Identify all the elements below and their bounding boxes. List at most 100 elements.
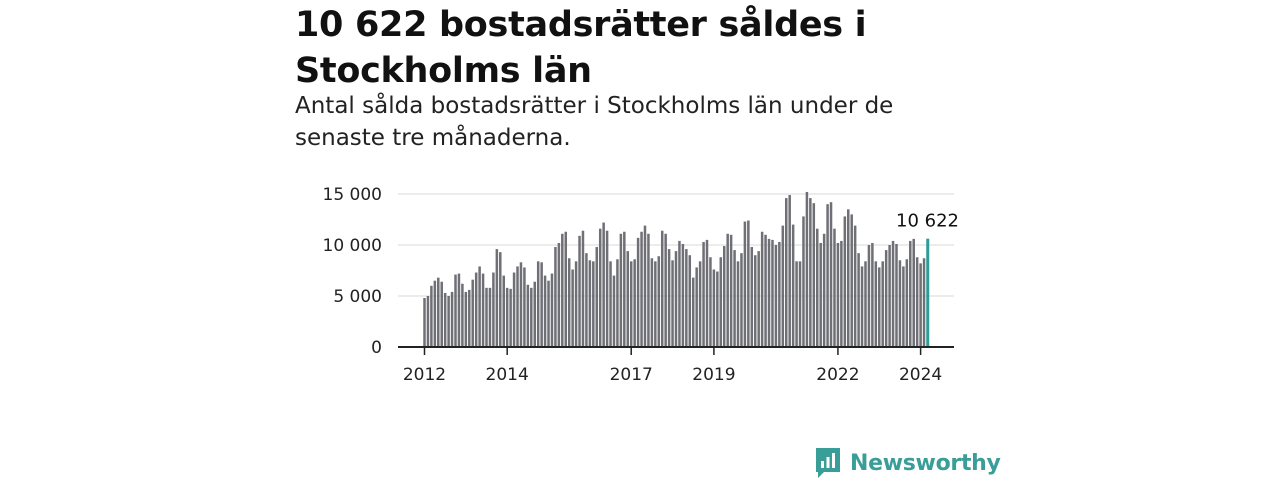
bar: [888, 245, 891, 347]
bar: [788, 195, 791, 347]
bar: [543, 275, 547, 347]
bar: [795, 261, 798, 347]
bar: [636, 237, 640, 347]
bar: [602, 222, 605, 347]
bar: [533, 281, 536, 347]
bar-chart: 2012 2014 2017 2019 2022 2024 0 5 000 10 000 15 …: [323, 185, 959, 385]
bar: [898, 260, 902, 347]
bar: [561, 233, 564, 347]
bar: [440, 281, 443, 347]
bar: [605, 230, 609, 347]
bar: [733, 250, 736, 347]
bar: [585, 253, 588, 347]
bar: [554, 247, 557, 347]
bar: [743, 221, 747, 347]
bar: [678, 240, 681, 347]
bar: [922, 258, 926, 347]
bar: [671, 260, 674, 347]
bar: [437, 277, 440, 347]
bar: [740, 253, 743, 347]
x-axis-ticks: 2012 2014 2017 2019 2022 2024: [403, 347, 942, 385]
bar: [578, 235, 581, 347]
bar: [774, 245, 778, 347]
bar: [702, 241, 705, 347]
bar: [571, 269, 574, 347]
bar: [902, 266, 905, 347]
latest-value-label: 10 622: [896, 211, 959, 232]
bar: [785, 198, 788, 347]
newsworthy-logo-icon: [816, 448, 840, 478]
bar: [729, 234, 733, 347]
bar: [809, 198, 812, 347]
bar: [909, 240, 912, 347]
bar: [650, 258, 654, 347]
bar: [791, 224, 795, 347]
bar: [471, 279, 474, 347]
y-tick-label: 5 000: [333, 287, 382, 307]
bar: [495, 249, 499, 347]
bar: [871, 242, 874, 347]
bar: [612, 275, 616, 347]
y-tick-label: 0: [371, 338, 382, 358]
bar: [685, 249, 688, 347]
bar: [829, 202, 833, 347]
bar: [836, 242, 840, 347]
bar: [753, 255, 757, 347]
bar: [764, 234, 767, 347]
x-tick-label: 2012: [403, 365, 446, 385]
bar: [853, 225, 857, 347]
bar: [609, 261, 612, 347]
bar: [550, 273, 554, 347]
bar: [499, 252, 502, 347]
bar: [691, 277, 695, 347]
bar: [667, 249, 671, 347]
bar: [664, 233, 667, 347]
bar: [450, 291, 454, 347]
bar: [447, 296, 450, 347]
bar: [457, 273, 461, 347]
bar: [816, 228, 819, 347]
bar: [864, 261, 867, 347]
bar: [485, 287, 488, 347]
bar: [509, 288, 512, 347]
bar: [478, 266, 481, 347]
bar: [812, 203, 816, 347]
bar: [878, 267, 881, 347]
y-tick-label: 15 000: [323, 185, 382, 205]
bar: [716, 271, 719, 347]
bar: [919, 263, 922, 347]
bar: [526, 284, 530, 347]
brand-name: Newsworthy: [850, 450, 1001, 476]
bar: [581, 230, 585, 347]
bar: [502, 275, 505, 347]
bar: [488, 287, 492, 347]
bar: [722, 246, 726, 347]
brand-logo: Newsworthy: [814, 446, 1001, 480]
bar: [433, 280, 437, 347]
bar: [874, 261, 878, 347]
bar: [430, 285, 433, 347]
bar: [884, 250, 888, 347]
bar: [633, 259, 636, 347]
bar: [705, 239, 709, 347]
bar: [647, 233, 650, 347]
bar: [843, 216, 847, 347]
bar: [895, 243, 898, 347]
bar: [592, 261, 595, 347]
bar: [519, 262, 523, 347]
bar: [822, 233, 826, 347]
y-tick-label: 10 000: [323, 236, 382, 256]
bar: [640, 231, 643, 347]
bar: [574, 261, 578, 347]
bar: [805, 191, 809, 347]
x-tick-label: 2017: [610, 365, 653, 385]
bar: [547, 280, 550, 347]
bar: [736, 261, 740, 347]
bar: [860, 266, 864, 347]
bar: [681, 243, 685, 347]
bar: [781, 225, 785, 347]
bar: [771, 239, 774, 347]
bars: [423, 191, 930, 347]
bar: [619, 233, 623, 347]
y-axis-labels: 0 5 000 10 000 15 000: [323, 185, 382, 358]
